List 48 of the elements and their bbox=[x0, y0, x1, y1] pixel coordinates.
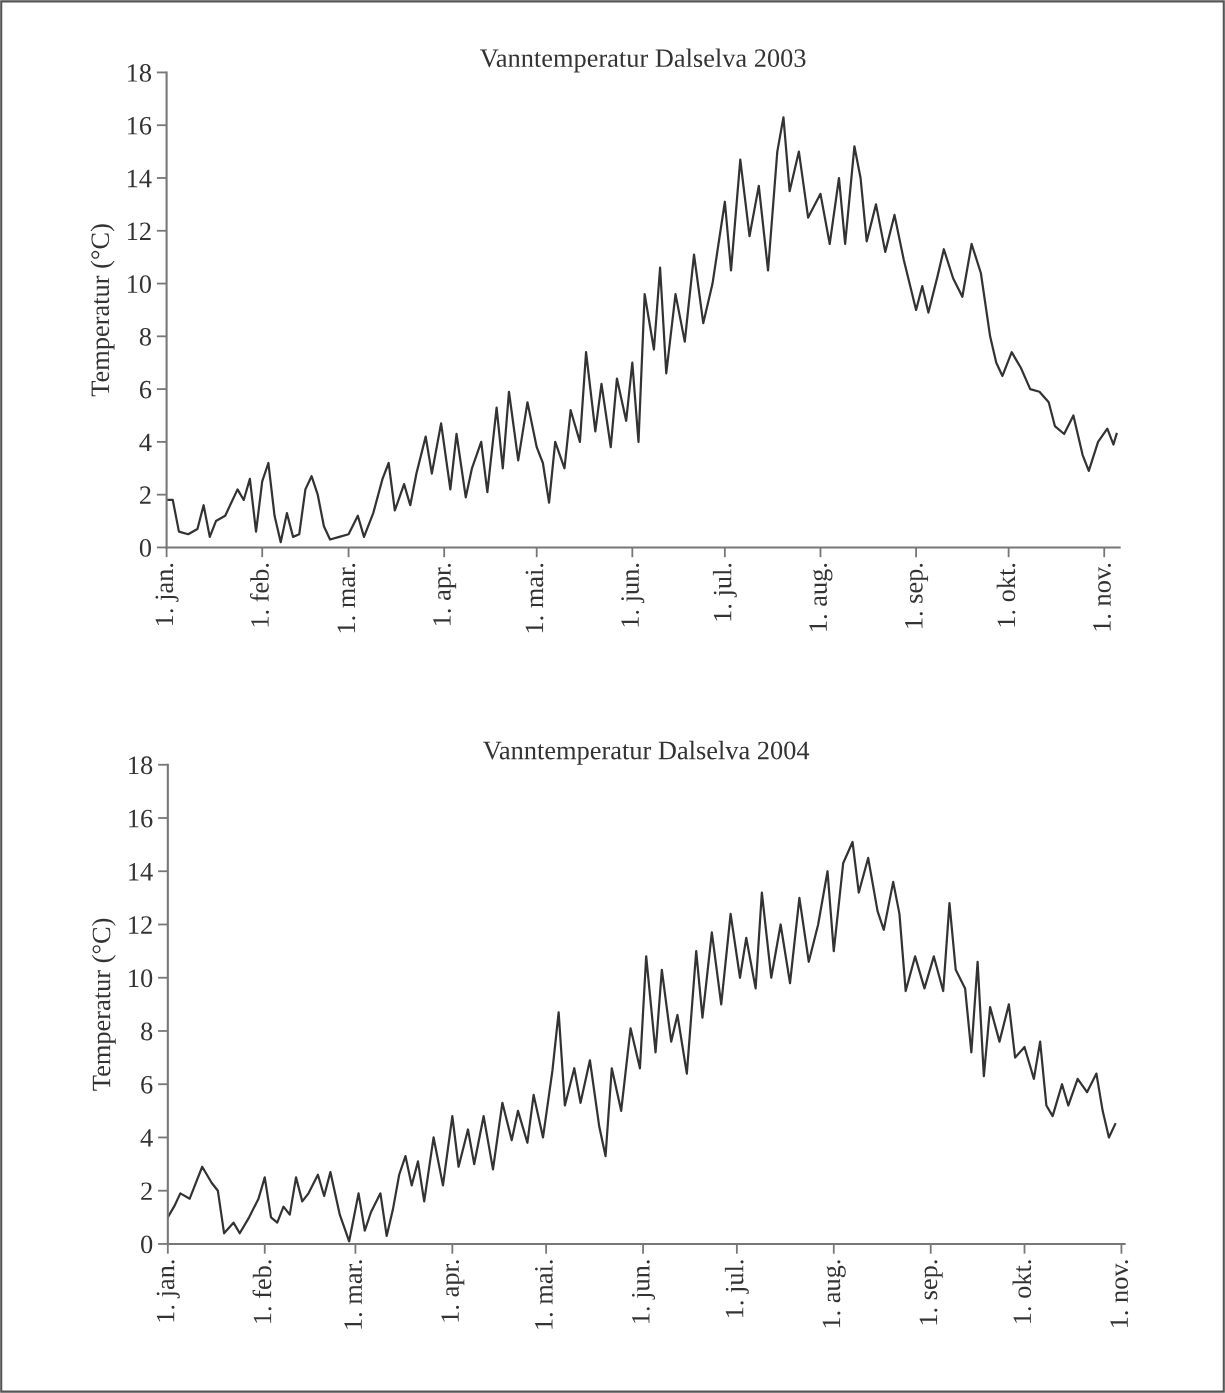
y-axis-title: Temperatur (°C) bbox=[91, 918, 116, 1091]
x-tick-label: 1. jan. bbox=[156, 1260, 180, 1322]
y-tick-label: 18 bbox=[127, 64, 152, 82]
y-tick-label: 10 bbox=[127, 275, 152, 293]
y-tick-label: 12 bbox=[129, 916, 152, 934]
x-tick-label: 1. jul. bbox=[724, 1260, 749, 1318]
chart-title: Vanntemperatur Dalselva 2004 bbox=[483, 740, 810, 765]
y-tick-label: 16 bbox=[127, 116, 152, 135]
y-tick-label: 8 bbox=[139, 327, 152, 346]
x-tick-label: 1. mar. bbox=[337, 563, 356, 633]
y-tick-label: 0 bbox=[139, 539, 152, 557]
y-tick-label: 2 bbox=[139, 486, 151, 504]
y-tick-label: 18 bbox=[129, 756, 153, 775]
x-tick-label: 1. nov. bbox=[1110, 1260, 1129, 1328]
y-tick-label: 6 bbox=[141, 1075, 153, 1094]
x-tick-label: 1. sep. bbox=[905, 563, 929, 628]
x-tick-label: 1. mai. bbox=[535, 1260, 553, 1329]
x-tick-label: 1. feb. bbox=[252, 1260, 272, 1323]
x-tick-label: 1. aug. bbox=[822, 1260, 846, 1328]
x-tick-label: 1. aug. bbox=[809, 563, 833, 631]
y-tick-label: 14 bbox=[129, 862, 153, 881]
x-tick-label: 1. nov. bbox=[1093, 563, 1111, 631]
y-tick-label: 0 bbox=[141, 1235, 153, 1254]
y-tick-label: 4 bbox=[139, 433, 152, 452]
y-tick-label: 12 bbox=[127, 222, 151, 240]
x-tick-label: 1. sep. bbox=[919, 1260, 943, 1325]
y-tick-label: 4 bbox=[140, 1129, 153, 1147]
x-tick-label: 1. apr. bbox=[441, 1260, 465, 1322]
x-tick-label: 1. jun. bbox=[631, 1260, 656, 1323]
y-tick-label: 6 bbox=[139, 380, 152, 399]
x-tick-label: 1. okt. bbox=[996, 563, 1016, 627]
y-tick-label: 8 bbox=[141, 1022, 153, 1041]
x-tick-label: 1. jul. bbox=[712, 563, 737, 621]
x-tick-label: 1. feb. bbox=[249, 563, 269, 627]
y-tick-label: 14 bbox=[127, 169, 152, 188]
x-tick-label: 1. mar. bbox=[344, 1260, 363, 1329]
x-tick-label: 1. jan. bbox=[155, 563, 179, 625]
line-series bbox=[167, 840, 1117, 1243]
chart-title: Vanntemperatur Dalselva 2003 bbox=[480, 48, 806, 73]
x-tick-label: 1. apr. bbox=[433, 563, 457, 625]
y-tick-label: 10 bbox=[129, 969, 153, 988]
x-tick-label: 1. okt. bbox=[1012, 1260, 1032, 1323]
line-series bbox=[166, 116, 1118, 544]
y-tick-label: 2 bbox=[141, 1182, 152, 1200]
x-tick-label: 1. mai. bbox=[525, 563, 544, 633]
y-axis-title: Temperatur (°C) bbox=[90, 224, 115, 397]
y-tick-label: 16 bbox=[129, 809, 153, 828]
x-tick-label: 1. jun. bbox=[621, 563, 645, 627]
